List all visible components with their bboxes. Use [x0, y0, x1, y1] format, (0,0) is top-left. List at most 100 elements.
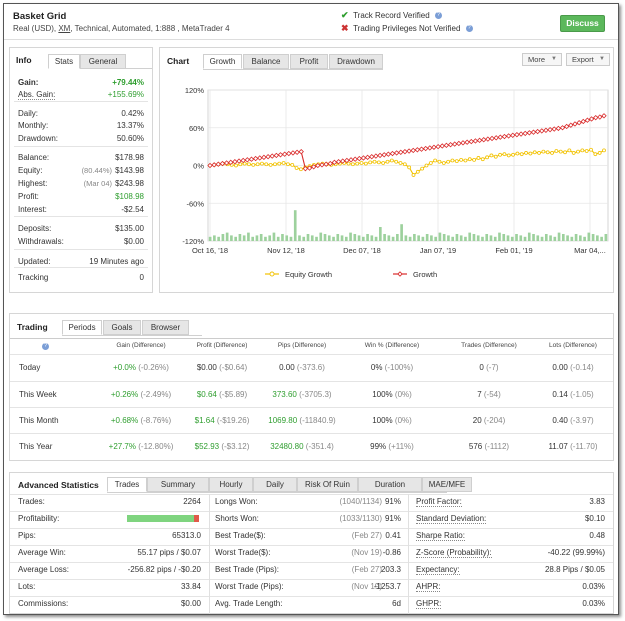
data-point: [485, 136, 491, 142]
volume-bar: [272, 232, 276, 241]
data-point: [524, 151, 528, 155]
volume-bar: [544, 234, 548, 241]
volume-bar: [370, 235, 374, 241]
info-label: Tracking: [18, 273, 49, 282]
volume-bar: [498, 232, 501, 241]
data-point: [236, 158, 242, 164]
data-point: [441, 161, 446, 165]
data-point: [476, 137, 483, 144]
column-header: Win % (Difference): [364, 342, 420, 349]
tab-trades[interactable]: Trades: [107, 477, 147, 492]
trading-panel: Trading Periods Goals Browser ? Gain (Di…: [9, 313, 614, 461]
cell-difference: (-$0.64): [219, 363, 248, 372]
cell-difference: (-8.76%): [140, 416, 172, 425]
info-value: $108.98: [115, 192, 144, 201]
volume-bar: [519, 235, 523, 241]
data-point: [446, 159, 451, 164]
table-cell: +0.68% (-8.76%): [86, 416, 196, 425]
data-point: [555, 125, 562, 132]
volume-bar: [336, 234, 340, 241]
stat-note: (Feb 27): [351, 531, 382, 540]
info-value: 0.42%: [121, 109, 144, 118]
volume-bar: [268, 235, 272, 241]
stat-label: AHPR:: [416, 582, 441, 592]
volume-bar: [481, 236, 484, 241]
cell-difference: (-3705.3): [299, 390, 332, 399]
data-point: [359, 161, 364, 165]
column-header: Gain (Difference): [116, 342, 166, 349]
column-header: Pips (Difference): [277, 342, 327, 349]
data-point: [439, 143, 445, 149]
data-point: [422, 145, 429, 152]
cell-difference: (-1112): [484, 442, 510, 451]
tab-periods[interactable]: Periods: [62, 320, 102, 335]
volume-bar: [374, 236, 378, 241]
data-point: [550, 151, 554, 155]
stat-value: 65313.0: [172, 531, 201, 540]
tab-daily[interactable]: Daily: [253, 477, 297, 492]
tab-drawdown[interactable]: Drawdown: [329, 54, 383, 69]
info-value: 0: [139, 273, 144, 282]
volume-bar: [353, 234, 357, 241]
stat-note: (1040/1134): [339, 497, 382, 506]
data-point: [489, 135, 495, 142]
stat-value: $0.00: [180, 599, 201, 608]
help-icon[interactable]: ?: [465, 25, 473, 33]
help-icon[interactable]: ?: [42, 343, 49, 350]
broker-link[interactable]: XM: [58, 24, 71, 33]
table-cell: 99% (+11%): [337, 442, 447, 451]
data-point: [532, 150, 537, 155]
discuss-button[interactable]: Discuss: [560, 15, 605, 32]
tab-stats[interactable]: Stats: [48, 54, 80, 69]
volume-bar: [208, 236, 212, 241]
tab-hourly[interactable]: Hourly: [209, 477, 253, 492]
data-point: [489, 153, 494, 158]
track-record-status: ✔ Track Record Verified ?: [341, 10, 442, 21]
tab-risk-of-ruin[interactable]: Risk Of Ruin: [297, 477, 358, 492]
volume-bar: [430, 235, 433, 241]
data-point: [372, 159, 377, 164]
trading-title: Trading: [17, 322, 48, 332]
cell-difference: (0%): [394, 390, 412, 399]
data-point: [571, 151, 576, 155]
tab-goals[interactable]: Goals: [103, 320, 141, 335]
tab-duration[interactable]: Duration: [358, 477, 422, 492]
volume-bar: [549, 235, 552, 241]
tab-mae-mfe[interactable]: MAE/MFE: [422, 477, 472, 492]
volume-bar: [366, 234, 369, 241]
tab-balance[interactable]: Balance: [243, 54, 289, 69]
data-point: [420, 166, 425, 171]
data-point: [257, 155, 263, 161]
data-point: [415, 169, 420, 174]
data-point: [580, 118, 586, 125]
table-cell: 7 (-54): [434, 390, 544, 399]
tab-growth[interactable]: Growth: [203, 54, 242, 69]
volume-bar: [340, 235, 344, 241]
data-point: [572, 121, 578, 127]
info-note: (80.44%): [81, 166, 112, 175]
volume-bar: [523, 236, 527, 241]
growth-chart[interactable]: 120% 60% 0% -60% -120%Oct 16, '18 Nov 12, '18…: [160, 48, 613, 292]
data-point: [393, 150, 400, 156]
more-dropdown[interactable]: More ▼: [522, 53, 562, 66]
stat-note: (1033/1130): [339, 514, 382, 523]
tab-profit[interactable]: Profit: [290, 54, 328, 69]
column-header: Profit (Difference): [196, 342, 248, 349]
volume-bar: [596, 235, 599, 241]
data-point: [452, 141, 458, 147]
tab-browser[interactable]: Browser: [142, 320, 189, 335]
data-point: [228, 159, 234, 166]
info-label: Drawdown:: [18, 134, 59, 143]
data-point: [394, 159, 399, 164]
data-point: [223, 160, 230, 166]
tab-summary[interactable]: Summary: [147, 477, 209, 492]
volume-bar: [349, 232, 352, 241]
data-point: [418, 146, 425, 152]
data-point: [240, 157, 246, 164]
advanced-stats-panel: Advanced Statistics Trades Summary Hourly D…: [9, 472, 614, 614]
tab-general[interactable]: General: [80, 54, 126, 69]
help-icon[interactable]: ?: [434, 12, 442, 20]
stat-value: $0.10: [584, 514, 605, 523]
export-dropdown[interactable]: Export ▼: [566, 53, 610, 66]
cell-value: 0.00: [552, 363, 568, 372]
